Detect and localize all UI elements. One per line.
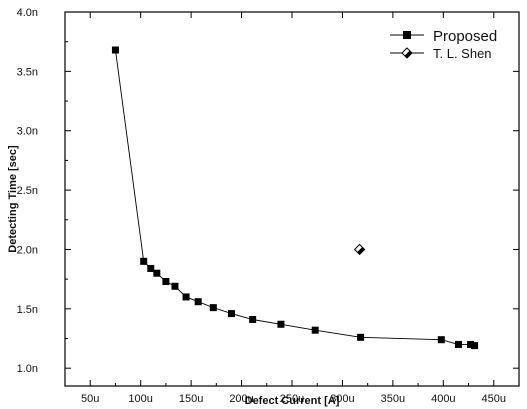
data-point-square	[111, 46, 119, 54]
legend-label-proposed: Proposed	[433, 28, 497, 45]
x-tick-label: 200u	[229, 393, 253, 405]
y-tick-label: 1.5n	[17, 304, 38, 316]
data-point-square	[162, 278, 170, 286]
x-tick-label: 450u	[482, 393, 506, 405]
data-point-square	[437, 336, 445, 344]
x-tick-label: 350u	[381, 393, 405, 405]
x-tick-label: 300u	[330, 393, 354, 405]
data-point-square	[454, 340, 462, 348]
y-tick-label: 3.0n	[17, 126, 38, 138]
y-tick-label: 4.0n	[17, 7, 38, 19]
y-tick-label: 2.5n	[17, 185, 38, 197]
data-point-square	[227, 310, 235, 318]
data-point-square	[147, 264, 155, 272]
data-point-square	[171, 282, 179, 290]
legend-label-shen: T. L. Shen	[433, 46, 492, 61]
legend-marker-proposed	[403, 31, 411, 39]
data-point-diamond	[353, 243, 366, 256]
data-point-square	[357, 333, 365, 341]
y-tick-label: 1.0n	[17, 363, 38, 375]
y-axis-title: Detecting Time [sec]	[7, 145, 19, 253]
plot-frame	[64, 11, 520, 387]
data-point-square	[209, 304, 217, 312]
series-layer	[111, 46, 479, 350]
y-tick-label: 2.0n	[17, 244, 38, 256]
data-point-square	[277, 320, 285, 328]
data-point-square	[140, 257, 148, 265]
y-axis: 1.0n 1.5n 2.0n 2.5n 3.0n 3.5n 4.0n	[17, 7, 519, 375]
y-tick-label: 3.5n	[17, 66, 38, 78]
x-tick-label: 100u	[128, 393, 152, 405]
x-tick-label: 400u	[431, 393, 455, 405]
data-point-square	[153, 269, 161, 277]
data-point-square	[311, 326, 319, 334]
data-point-square	[249, 316, 257, 324]
x-tick-label: 150u	[179, 393, 203, 405]
x-axis-title: Defect Current [A]	[245, 395, 340, 407]
data-point-square	[194, 298, 202, 306]
x-axis: 50u 100u 150u 200u 250u 300u 350u 400u 450u	[81, 12, 506, 405]
data-point-square	[471, 342, 479, 350]
legend: Proposed T. L. Shen	[390, 28, 497, 61]
legend-marker-shen	[401, 47, 413, 59]
series-line	[114, 49, 475, 347]
data-point-square	[467, 340, 475, 348]
x-tick-label: 50u	[81, 393, 99, 405]
x-tick-label: 250u	[280, 393, 304, 405]
data-point-square	[182, 293, 190, 301]
